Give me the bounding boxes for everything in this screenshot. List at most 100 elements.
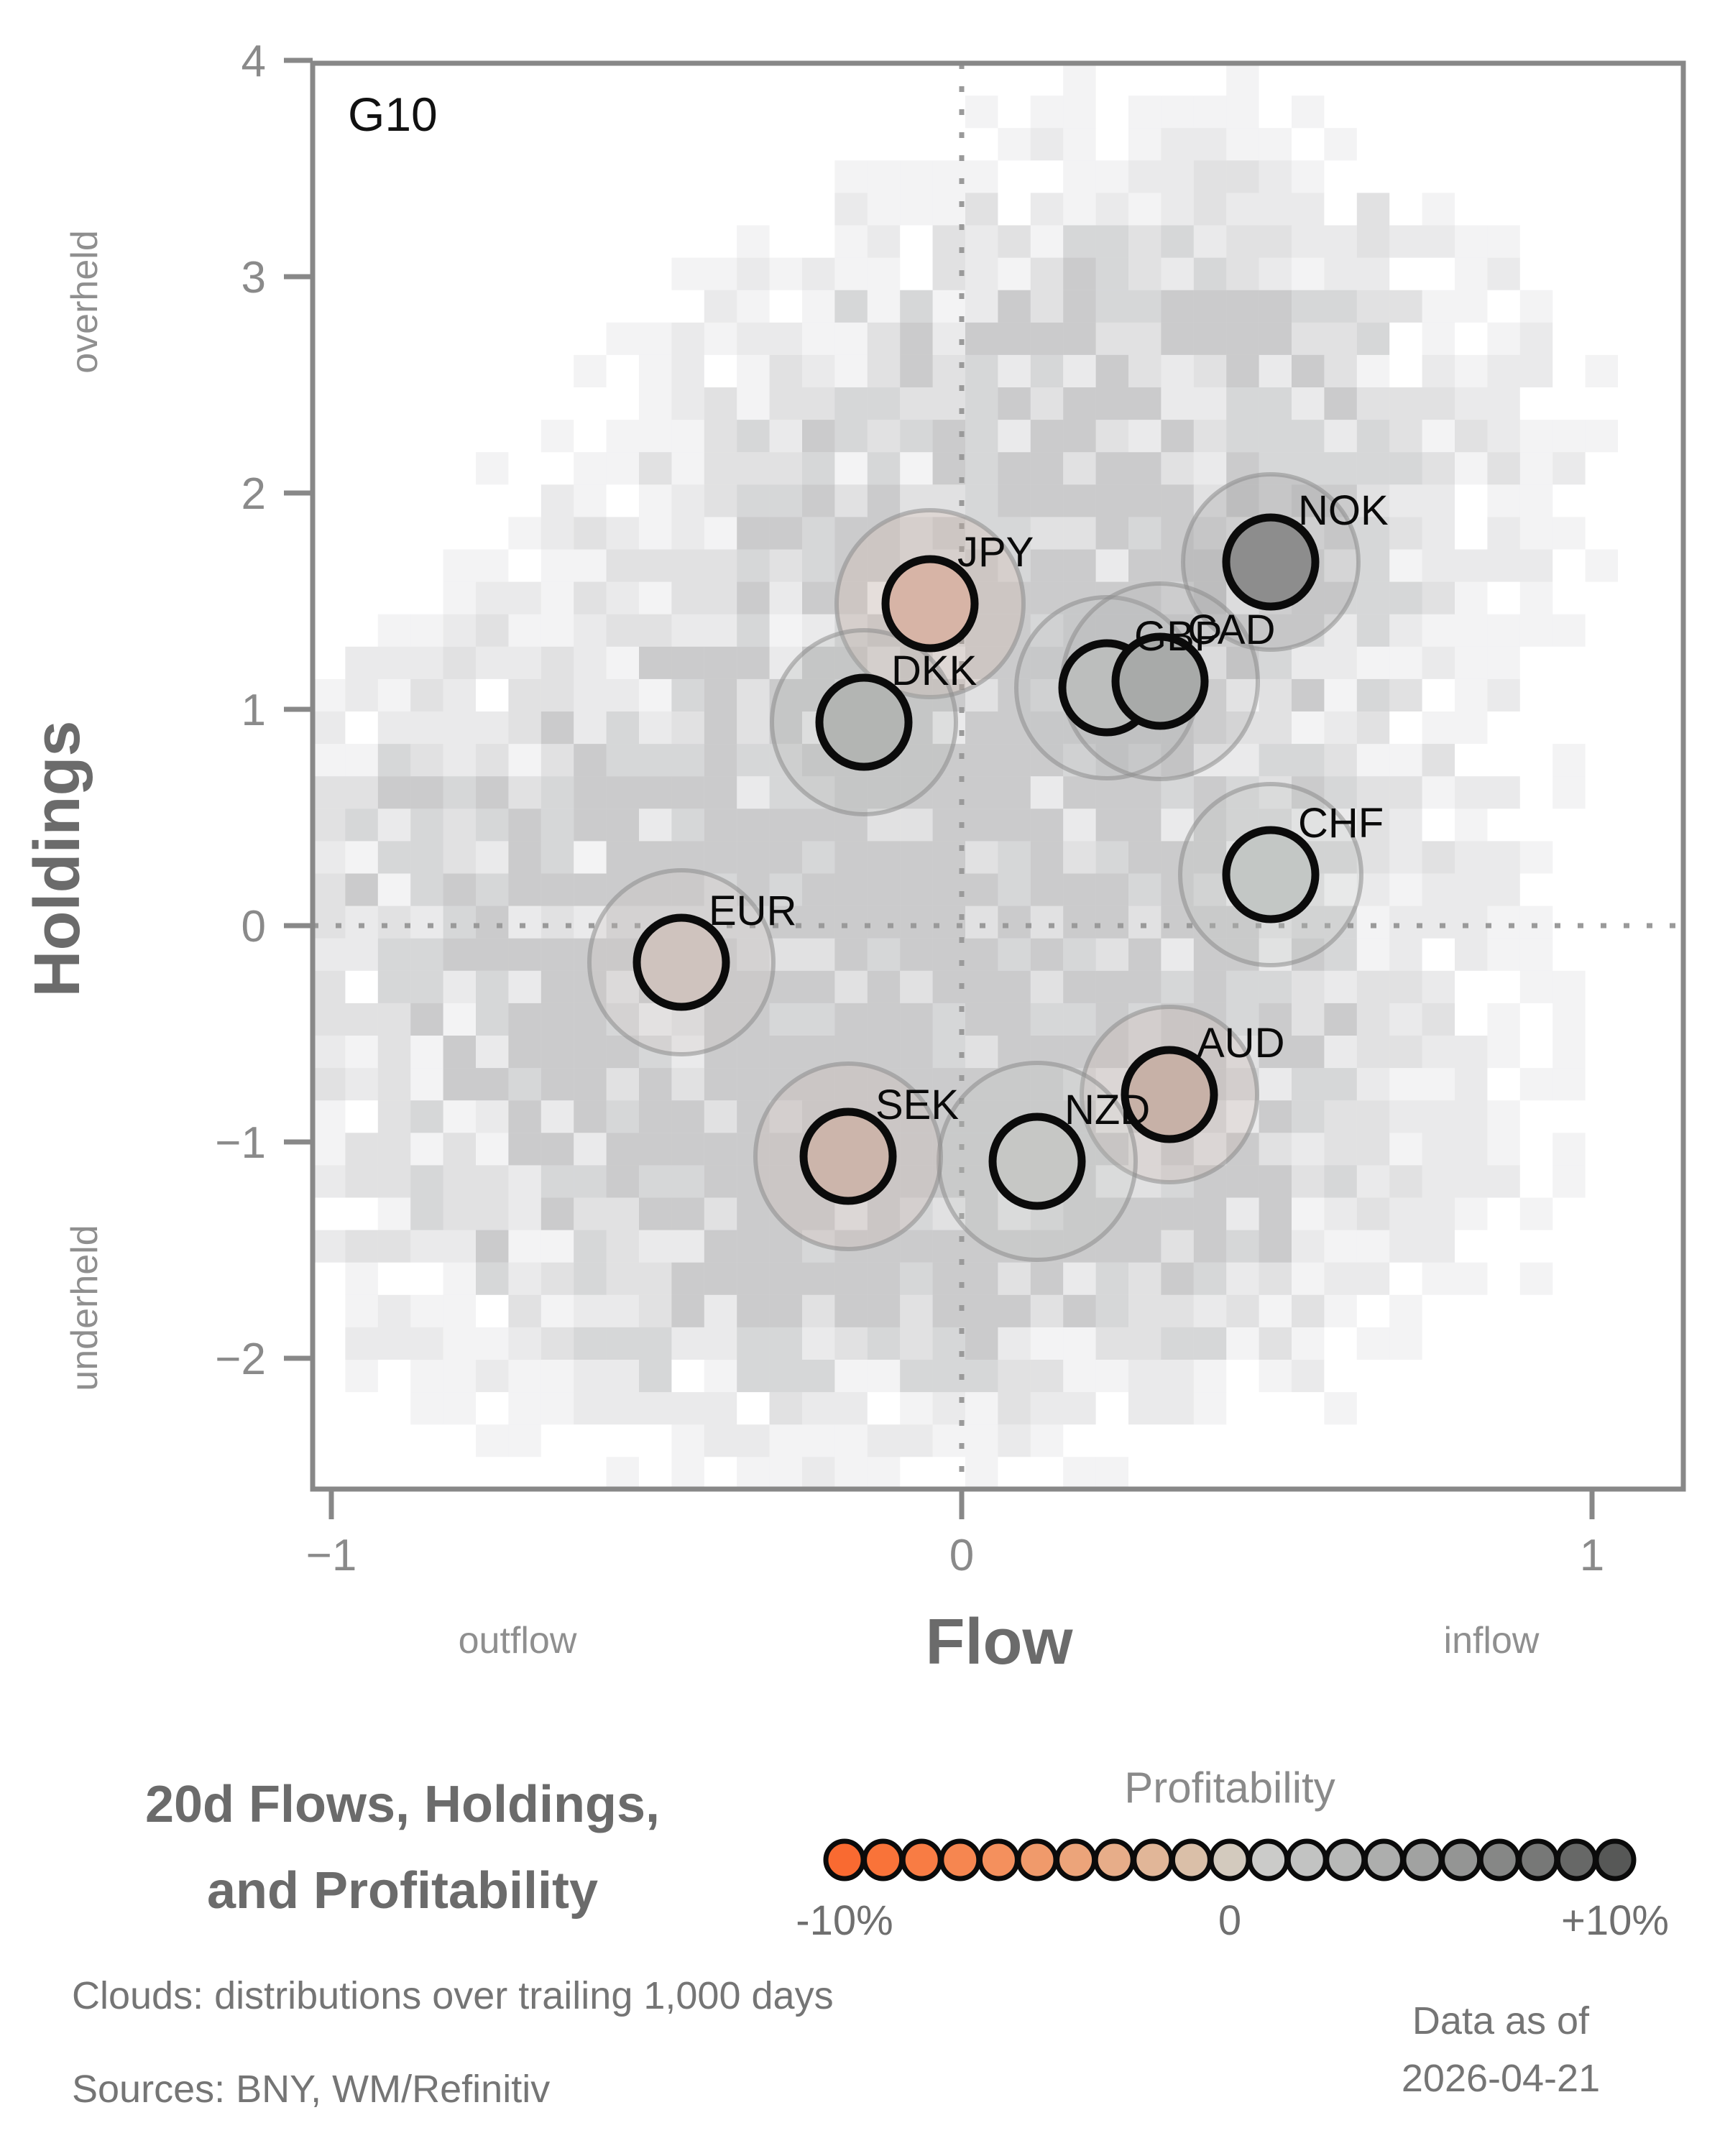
- heatmap-cell: [671, 1424, 704, 1457]
- heatmap-cell: [443, 549, 476, 582]
- heatmap-cell: [1193, 1294, 1227, 1327]
- heatmap-cell: [1292, 970, 1325, 1003]
- heatmap-cell: [802, 452, 835, 485]
- heatmap-cell: [508, 970, 541, 1003]
- heatmap-cell: [834, 484, 868, 517]
- heatmap-cell: [834, 873, 868, 906]
- heatmap-cell: [1422, 1100, 1455, 1133]
- heatmap-cell: [639, 1100, 672, 1133]
- heatmap-cell: [1356, 1230, 1390, 1263]
- heatmap-cell: [377, 873, 411, 906]
- heatmap-cell: [606, 581, 639, 614]
- currency-label-NZD: NZD: [1064, 1087, 1150, 1133]
- heatmap-cell: [965, 160, 998, 193]
- heatmap-cell: [1324, 322, 1357, 355]
- heatmap-cell: [1063, 452, 1096, 485]
- heatmap-cell: [639, 1360, 672, 1393]
- heatmap-cell: [639, 387, 672, 420]
- heatmap-cell: [1356, 938, 1390, 971]
- currency-label-GBP: GBP: [1134, 613, 1223, 660]
- heatmap-cell: [1552, 970, 1586, 1003]
- heatmap-cell: [377, 614, 411, 647]
- heatmap-cell: [639, 581, 672, 614]
- heatmap-cell: [1324, 225, 1357, 258]
- heatmap-cell: [639, 1068, 672, 1101]
- heatmap-cell: [998, 452, 1031, 485]
- heatmap-cell: [574, 678, 607, 711]
- heatmap-cell: [900, 1360, 933, 1393]
- heatmap-cell: [737, 420, 770, 453]
- heatmap-cell: [1389, 906, 1422, 939]
- heatmap-cell: [834, 1068, 868, 1101]
- heatmap-cell: [1324, 1197, 1357, 1230]
- heatmap-cell: [1292, 1230, 1325, 1263]
- heatmap-cell: [769, 354, 802, 387]
- heatmap-cell: [345, 776, 378, 809]
- heatmap-cell: [1193, 776, 1227, 809]
- legend-dot: [1593, 1838, 1637, 1881]
- heatmap-cell: [574, 517, 607, 550]
- heatmap-cell: [1455, 1100, 1488, 1133]
- heatmap-cell: [1455, 938, 1488, 971]
- heatmap-cell: [540, 1003, 574, 1036]
- heatmap-cell: [867, 225, 901, 258]
- heatmap-cell: [769, 1360, 802, 1393]
- heatmap-cell: [1455, 1036, 1488, 1069]
- heatmap-cell: [737, 873, 770, 906]
- heatmap-cell: [410, 1100, 443, 1133]
- heatmap-cell: [540, 614, 574, 647]
- x-axis-outflow-hint: outflow: [459, 1620, 577, 1662]
- heatmap-cell: [1487, 1100, 1520, 1133]
- heatmap-cell: [1128, 938, 1162, 971]
- heatmap-cell: [1324, 1133, 1357, 1166]
- heatmap-cell: [834, 1003, 868, 1036]
- y-tick-label: 1: [242, 686, 266, 735]
- heatmap-cell: [1095, 1327, 1128, 1360]
- heatmap-cell: [932, 906, 965, 939]
- heatmap-cell: [443, 1036, 476, 1069]
- heatmap-cell: [1389, 1068, 1422, 1101]
- heatmap-cell: [639, 711, 672, 745]
- heatmap-cell: [965, 290, 998, 323]
- heatmap-cell: [476, 711, 509, 745]
- heatmap-cell: [834, 193, 868, 226]
- heatmap-cell: [900, 938, 933, 971]
- heatmap-cell: [1259, 484, 1292, 517]
- heatmap-cell: [639, 744, 672, 777]
- heatmap-cell: [1389, 1230, 1422, 1263]
- heatmap-cell: [1063, 517, 1096, 550]
- heatmap-cell: [476, 1327, 509, 1360]
- heatmap-cell: [834, 906, 868, 939]
- heatmap-cell: [1193, 128, 1227, 161]
- heatmap-cell: [1030, 387, 1064, 420]
- heatmap-cell: [606, 1230, 639, 1263]
- heatmap-cell: [737, 776, 770, 809]
- heatmap-cell: [1259, 1068, 1292, 1101]
- heatmap-cell: [1455, 1133, 1488, 1166]
- heatmap-cell: [1030, 776, 1064, 809]
- heatmap-cell: [1389, 1003, 1422, 1036]
- heatmap-cell: [802, 581, 835, 614]
- currency-marker-DKK: [815, 673, 913, 771]
- heatmap-cell: [900, 970, 933, 1003]
- heatmap-cell: [932, 354, 965, 387]
- heatmap-cell: [737, 678, 770, 711]
- heatmap-cell: [1030, 517, 1064, 550]
- heatmap-cell: [965, 257, 998, 290]
- heatmap-cell: [1063, 322, 1096, 355]
- heatmap-cell: [1324, 452, 1357, 485]
- heatmap-cell: [1259, 193, 1292, 226]
- heatmap-cell: [410, 1003, 443, 1036]
- heatmap-cell: [1259, 160, 1292, 193]
- heatmap-cell: [737, 1424, 770, 1457]
- heatmap-cell: [410, 711, 443, 745]
- heatmap-cell: [1356, 1327, 1390, 1360]
- heatmap-cell: [1259, 354, 1292, 387]
- heatmap-cell: [1356, 549, 1390, 582]
- heatmap-cell: [867, 1424, 901, 1457]
- heatmap-cell: [1161, 128, 1194, 161]
- heatmap-cell: [802, 290, 835, 323]
- heatmap-cell: [1063, 1036, 1096, 1069]
- heatmap-cell: [574, 1230, 607, 1263]
- heatmap-cell: [443, 678, 476, 711]
